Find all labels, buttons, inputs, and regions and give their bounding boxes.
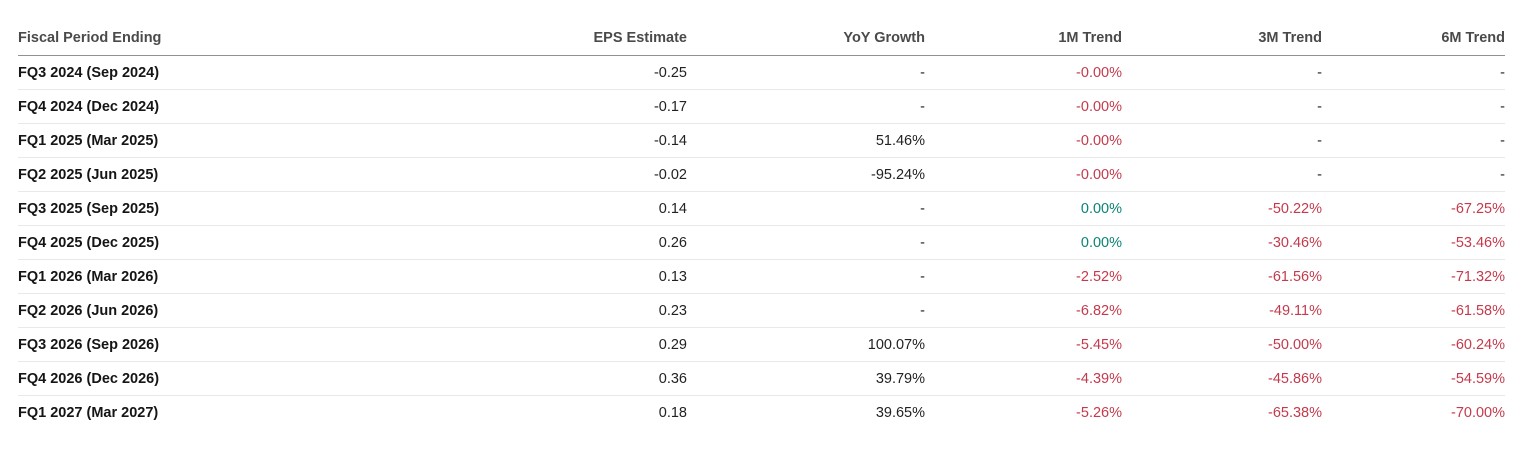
cell-6m-trend: -67.25%: [1322, 191, 1505, 226]
cell-fiscal-period: FQ4 2026 (Dec 2026): [18, 361, 418, 396]
cell-3m-trend: -45.86%: [1122, 361, 1322, 396]
column-header-fiscal-period-ending: Fiscal Period Ending: [18, 30, 418, 56]
cell-6m-trend: -: [1322, 157, 1505, 192]
cell-1m-trend: -0.00%: [925, 157, 1122, 192]
cell-fiscal-period: FQ2 2026 (Jun 2026): [18, 293, 418, 328]
cell-fiscal-period: FQ4 2024 (Dec 2024): [18, 89, 418, 124]
cell-6m-trend: -54.59%: [1322, 361, 1505, 396]
cell-eps-estimate: -0.02: [418, 157, 687, 192]
table-row: FQ2 2025 (Jun 2025) -0.02 -95.24% -0.00% - -: [18, 157, 1505, 192]
cell-1m-trend: -0.00%: [925, 55, 1122, 90]
eps-estimates-table-container: Fiscal Period Ending EPS Estimate YoY Gr…: [18, 30, 1505, 429]
cell-1m-trend: -0.00%: [925, 123, 1122, 158]
cell-1m-trend: -0.00%: [925, 89, 1122, 124]
cell-eps-estimate: 0.36: [418, 361, 687, 396]
cell-3m-trend: -61.56%: [1122, 259, 1322, 294]
cell-eps-estimate: -0.14: [418, 123, 687, 158]
table-row: FQ2 2026 (Jun 2026) 0.23- -6.82% -49.11% -61…: [18, 293, 1505, 328]
cell-fiscal-period: FQ3 2026 (Sep 2026): [18, 327, 418, 362]
cell-fiscal-period: FQ1 2026 (Mar 2026): [18, 259, 418, 294]
cell-3m-trend: -50.00%: [1122, 327, 1322, 362]
cell-yoy-growth: -95.24%: [687, 157, 925, 192]
cell-1m-trend: 0.00%: [925, 225, 1122, 260]
cell-eps-estimate: 0.14: [418, 191, 687, 226]
cell-3m-trend: -50.22%: [1122, 191, 1322, 226]
column-header-1m-trend: 1M Trend: [925, 30, 1122, 56]
cell-eps-estimate: 0.18: [658, 404, 687, 421]
cell-6m-trend: -60.24%: [1322, 327, 1505, 362]
cell-6m-trend: -: [1322, 123, 1505, 158]
cell-yoy-growth: 51.46%: [687, 123, 925, 158]
cell-eps-estimate: 0.29: [418, 327, 687, 362]
cell-fiscal-period: FQ1 2025 (Mar 2025): [18, 123, 418, 158]
column-header-eps-estimate: EPS Estimate: [418, 30, 687, 56]
column-header-6m-trend: 6M Trend: [1322, 30, 1505, 56]
cell-3m-trend: -: [1122, 55, 1322, 90]
table-header: Fiscal Period Ending EPS Estimate YoY Gr…: [18, 30, 1505, 56]
cell-1m-trend: 0.00%: [925, 191, 1122, 226]
cell-3m-trend: -49.11%: [1122, 293, 1322, 328]
cell-eps-estimate: 0.13: [418, 259, 687, 294]
cell-eps-estimate: -0.17: [418, 89, 687, 124]
cell-3m-trend: -: [1122, 157, 1322, 192]
cell-6m-trend: -70.00%: [1450, 404, 1505, 421]
cell-1m-trend: -5.26%: [1076, 404, 1122, 421]
cell-yoy-growth: -: [687, 89, 925, 124]
table-row: FQ1 2026 (Mar 2026) 0.13- -2.52% -61.56% -71…: [18, 259, 1505, 294]
table-row: FQ4 2026 (Dec 2026) 0.36 39.79% -4.39% -45.8…: [18, 361, 1505, 396]
cell-6m-trend: -61.58%: [1322, 293, 1505, 328]
cell-fiscal-period: FQ2 2025 (Jun 2025): [18, 157, 418, 192]
cell-fiscal-period: FQ3 2025 (Sep 2025): [18, 191, 418, 226]
cell-yoy-growth: -: [687, 55, 925, 90]
cell-fiscal-period: FQ3 2024 (Sep 2024): [18, 55, 418, 90]
cell-yoy-growth: 100.07%: [687, 327, 925, 362]
table-body: FQ3 2024 (Sep 2024) -0.25- -0.00% - - FQ4 202…: [18, 55, 1505, 430]
table-row: FQ4 2024 (Dec 2024) -0.17- -0.00% - -: [18, 89, 1505, 124]
cell-1m-trend: -5.45%: [925, 327, 1122, 362]
header-row: Fiscal Period Ending EPS Estimate YoY Gr…: [18, 30, 1505, 56]
cell-6m-trend: -: [1322, 55, 1505, 90]
table-row: FQ3 2025 (Sep 2025) 0.14-0.00% -50.22% -67.…: [18, 191, 1505, 226]
cell-fiscal-period: FQ1 2027 (Mar 2027): [18, 404, 159, 421]
cell-yoy-growth: -: [687, 191, 925, 226]
cell-6m-trend: -53.46%: [1322, 225, 1505, 260]
table-row: FQ4 2025 (Dec 2025) 0.26-0.00% -30.46% -53.…: [18, 225, 1505, 260]
cell-fiscal-period: FQ4 2025 (Dec 2025): [18, 225, 418, 260]
cell-6m-trend: -71.32%: [1322, 259, 1505, 294]
cell-3m-trend: -: [1122, 89, 1322, 124]
cell-1m-trend: -6.82%: [925, 293, 1122, 328]
cell-yoy-growth: -: [687, 225, 925, 260]
cell-eps-estimate: 0.26: [418, 225, 687, 260]
cell-1m-trend: -4.39%: [925, 361, 1122, 396]
cell-yoy-growth: -: [687, 259, 925, 294]
cell-1m-trend: -2.52%: [925, 259, 1122, 294]
cell-eps-estimate: -0.25: [418, 55, 687, 90]
cell-yoy-growth: -: [687, 293, 925, 328]
cell-3m-trend: -30.46%: [1122, 225, 1322, 260]
table-row: FQ3 2026 (Sep 2026) 0.29 100.07% -5.45% -50.…: [18, 327, 1505, 362]
table-row: FQ1 2027 (Mar 2027) 0.18 39.65% -5.26% -65.3…: [18, 396, 1505, 430]
eps-estimates-table: Fiscal Period Ending EPS Estimate YoY Gr…: [18, 30, 1505, 429]
column-header-3m-trend: 3M Trend: [1122, 30, 1322, 56]
cell-3m-trend: -65.38%: [1267, 404, 1322, 421]
column-header-yoy-growth: YoY Growth: [687, 30, 925, 56]
cell-3m-trend: -: [1122, 123, 1322, 158]
table-row: FQ1 2025 (Mar 2025) -0.14 51.46% -0.00% - -: [18, 123, 1505, 158]
cell-eps-estimate: 0.23: [418, 293, 687, 328]
cell-yoy-growth: 39.79%: [687, 361, 925, 396]
table-row: FQ3 2024 (Sep 2024) -0.25- -0.00% - -: [18, 55, 1505, 90]
cell-6m-trend: -: [1322, 89, 1505, 124]
cell-yoy-growth: 39.65%: [875, 404, 925, 421]
